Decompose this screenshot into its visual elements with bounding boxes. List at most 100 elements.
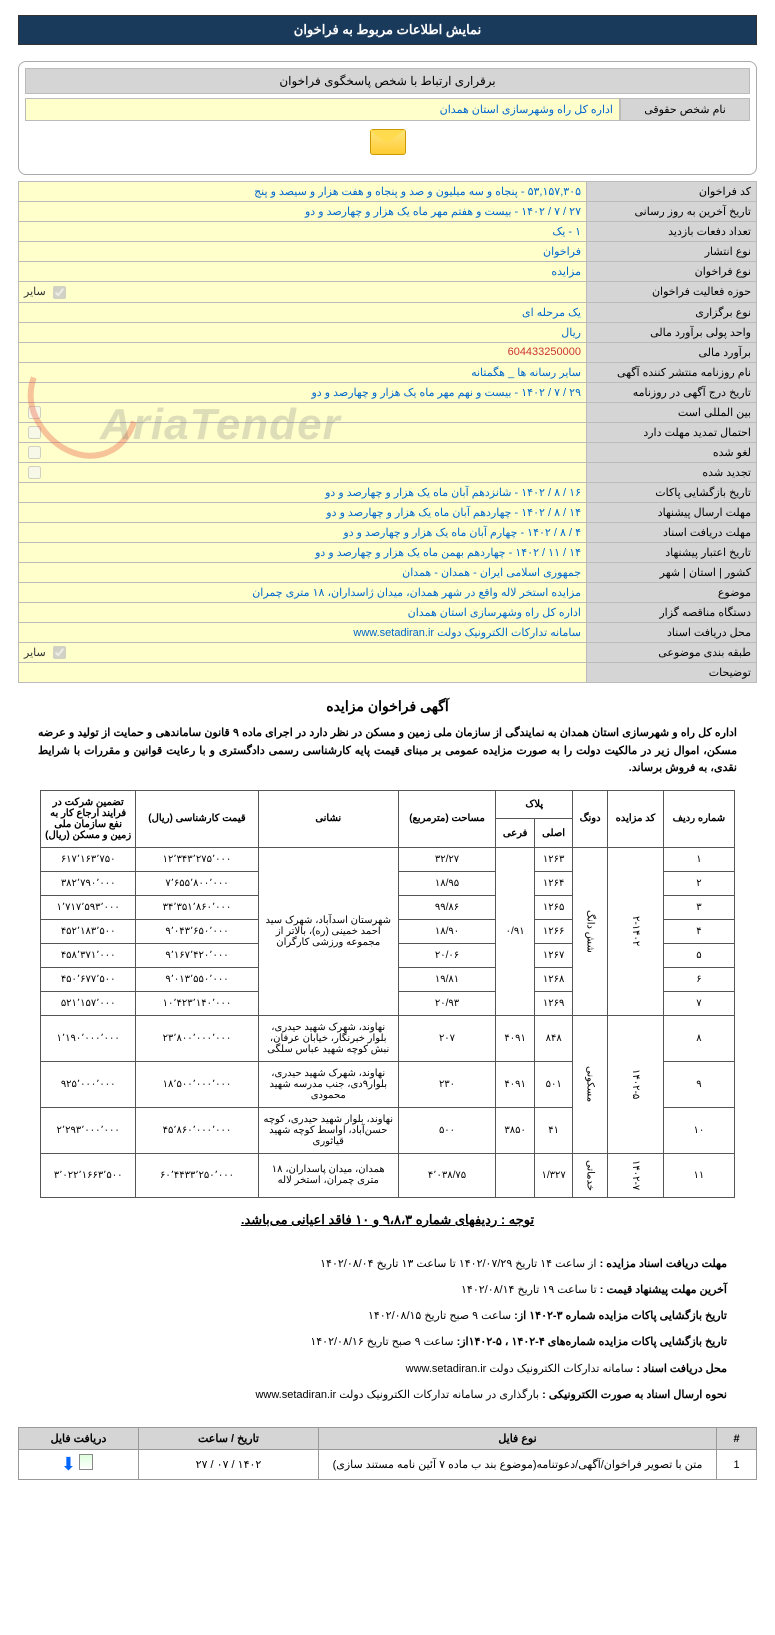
ft-h-dl: دریافت فایل (19, 1428, 139, 1450)
page-title: نمایش اطلاعات مربوط به فراخوان (294, 22, 481, 37)
ft-date: ۱۴۰۲ / ۰۷ / ۲۷ (139, 1450, 319, 1480)
ft-type: متن با تصویر فراخوان/آگهی/دعوتنامه(موضوع… (319, 1450, 717, 1480)
notice-title: آگهی فراخوان مزایده (18, 683, 757, 725)
field-label: تجدید شده (587, 462, 757, 482)
field-value: ۲۷ / ۷ / ۱۴۰۲ - بیست و هفتم مهر ماه یک ه… (19, 202, 587, 222)
dl1-label: مهلت دریافت اسناد مزایده : (600, 1258, 727, 1270)
field-label: کشور | استان | شهر (587, 562, 757, 582)
field-label: تعداد دفعات بازدید (587, 222, 757, 242)
notice-intro: اداره کل راه و شهرسازی استان همدان به نم… (18, 725, 757, 790)
note-line: توجه : ردیفهای شماره ۹،۸،۳ و ۱۰ فاقد اعی… (18, 1198, 757, 1242)
deadlines-block: مهلت دریافت اسناد مزایده : از ساعت ۱۴ تا… (18, 1242, 757, 1419)
field-value (19, 402, 587, 422)
contact-panel: برقراری ارتباط با شخص پاسخگوی فراخوان نا… (18, 61, 757, 175)
field-label: موضوع (587, 582, 757, 602)
field-checkbox (28, 446, 41, 459)
field-value: سایر (19, 282, 587, 303)
field-value: جمهوری اسلامی ایران - همدان - همدان (19, 562, 587, 582)
dl3-val: ساعت ۹ صبح تاریخ ۱۴۰۲/۰۸/۱۵ (368, 1310, 511, 1322)
field-label: محل دریافت اسناد (587, 622, 757, 642)
dl3-label: تاریخ بازگشایی پاکات مزایده شماره ۳-۱۴۰۲… (514, 1310, 727, 1322)
field-value: مزایده استخر لاله واقع در شهر همدان، مید… (19, 582, 587, 602)
dl5-val: سامانه تدارکات الکترونیک دولت www.setadi… (406, 1363, 634, 1375)
ft-h-num: # (717, 1428, 757, 1450)
th-deposit: تضمین شرکت در فرایند ارجاع کار به نفع سا… (41, 790, 136, 847)
field-value: ریال (19, 322, 587, 342)
field-value: ۱ - یک (19, 222, 587, 242)
download-icon[interactable]: ⬇ (61, 1454, 76, 1474)
field-label: دستگاه مناقصه گزار (587, 602, 757, 622)
field-value: اداره کل راه وشهرسازی استان همدان (19, 602, 587, 622)
field-value: ۱۴ / ۱۱ / ۱۴۰۲ - چهاردهم بهمن ماه یک هزا… (19, 542, 587, 562)
field-value: مزایده (19, 262, 587, 282)
dl5-label: محل دریافت اسناد : (636, 1363, 727, 1375)
field-label: تاریخ درج آگهی در روزنامه (587, 382, 757, 402)
ft-num: 1 (717, 1450, 757, 1480)
dl6-label: نحوه ارسال اسناد به صورت الکترونیکی : (542, 1389, 727, 1401)
field-value: سامانه تدارکات الکترونیک دولت www.setadi… (19, 622, 587, 642)
file-table: # نوع فایل تاریخ / ساعت دریافت فایل 1 مت… (18, 1427, 757, 1480)
table-row: ۱۱۱۴۰۲-۷خدماتی۱/۳۲۷۴٬۰۳۸/۷۵همدان، میدان … (41, 1153, 735, 1197)
field-label: نوع برگزاری (587, 302, 757, 322)
field-label: نوع انتشار (587, 242, 757, 262)
legal-name-value[interactable]: اداره کل راه وشهرسازی استان همدان (25, 98, 620, 121)
field-label: مهلت ارسال پیشنهاد (587, 502, 757, 522)
field-checkbox (28, 406, 41, 419)
field-label: تاریخ بازگشایی پاکات (587, 482, 757, 502)
field-value: 604433250000 (19, 342, 587, 362)
field-label: تاریخ آخرین به روز رسانی (587, 202, 757, 222)
field-label: برآورد مالی (587, 342, 757, 362)
dl4-val: ساعت ۹ صبح تاریخ ۱۴۰۲/۰۸/۱۶ (310, 1336, 453, 1348)
field-label: لغو شده (587, 442, 757, 462)
field-value: ۱۶ / ۸ / ۱۴۰۲ - شانزدهم آبان ماه یک هزار… (19, 482, 587, 502)
field-value (19, 663, 587, 683)
th-plak: پلاک (496, 790, 573, 819)
th-addr: نشانی (258, 790, 398, 847)
ft-h-type: نوع فایل (319, 1428, 717, 1450)
field-checkbox (53, 646, 66, 659)
field-value: ۴ / ۸ / ۱۴۰۲ - چهارم آبان ماه یک هزار و … (19, 522, 587, 542)
field-value: فراخوان (19, 242, 587, 262)
field-label: طبقه بندی موضوعی (587, 642, 757, 663)
mail-icon[interactable] (370, 129, 406, 155)
field-label: توضیحات (587, 663, 757, 683)
th-price: قیمت کارشناسی (ریال) (136, 790, 259, 847)
field-value (19, 462, 587, 482)
field-value: ۵۳,۱۵۷,۳۰۵ - پنجاه و سه میلیون و صد و پن… (19, 182, 587, 202)
dl2-val: تا ساعت ۱۹ تاریخ ۱۴۰۲/۰۸/۱۴ (461, 1284, 597, 1296)
field-value: یک مرحله ای (19, 302, 587, 322)
th-plak-main: اصلی (534, 819, 572, 848)
th-area: مساحت (مترمربع) (398, 790, 496, 847)
field-label: کد فراخوان (587, 182, 757, 202)
field-value: سایر رسانه ها _ هگمتانه (19, 362, 587, 382)
th-dong: دونگ (573, 790, 608, 847)
th-row: شماره ردیف (664, 790, 735, 847)
table-row: ۱۲-۱۴۰۲شش دانگ۱۲۶۳۰/۹۱۳۲/۲۷شهرستان اسدآب… (41, 847, 735, 871)
field-label: مهلت دریافت اسناد (587, 522, 757, 542)
contact-header: برقراری ارتباط با شخص پاسخگوی فراخوان (25, 68, 750, 94)
table-row: ۸۱۴۰۲-۵مسکونی۸۴۸۴۰۹۱۲۰۷نهاوند، شهرک شهید… (41, 1015, 735, 1061)
field-label: تاریخ اعتبار پیشنهاد (587, 542, 757, 562)
field-label: حوزه فعالیت فراخوان (587, 282, 757, 303)
dl4-label: تاریخ بازگشایی پاکات مزایده شماره‌های ۴-… (457, 1336, 727, 1348)
file-row: 1 متن با تصویر فراخوان/آگهی/دعوتنامه(موض… (19, 1450, 757, 1480)
field-label: نوع فراخوان (587, 262, 757, 282)
page-title-bar: نمایش اطلاعات مربوط به فراخوان (18, 15, 757, 45)
field-label: واحد پولی برآورد مالی (587, 322, 757, 342)
property-table: شماره ردیف کد مزایده دونگ پلاک مساحت (مت… (40, 790, 735, 1198)
field-label: احتمال تمدید مهلت دارد (587, 422, 757, 442)
field-label: بین المللی است (587, 402, 757, 422)
field-value (19, 442, 587, 462)
legal-name-label: نام شخص حقوقی (620, 98, 750, 121)
field-value (19, 422, 587, 442)
file-icon[interactable] (79, 1454, 93, 1470)
field-checkbox (53, 286, 66, 299)
th-plak-sub: فرعی (496, 819, 535, 848)
field-value: ۲۹ / ۷ / ۱۴۰۲ - بیست و نهم مهر ماه یک هز… (19, 382, 587, 402)
info-table: کد فراخوان۵۳,۱۵۷,۳۰۵ - پنجاه و سه میلیون… (18, 181, 757, 683)
dl2-label: آخرین مهلت پیشنهاد قیمت : (600, 1284, 727, 1296)
field-checkbox (28, 426, 41, 439)
field-label: نام روزنامه منتشر کننده آگهی (587, 362, 757, 382)
field-checkbox (28, 466, 41, 479)
dl1-val: از ساعت ۱۴ تاریخ ۱۴۰۲/۰۷/۲۹ تا ساعت ۱۳ ت… (320, 1258, 596, 1270)
